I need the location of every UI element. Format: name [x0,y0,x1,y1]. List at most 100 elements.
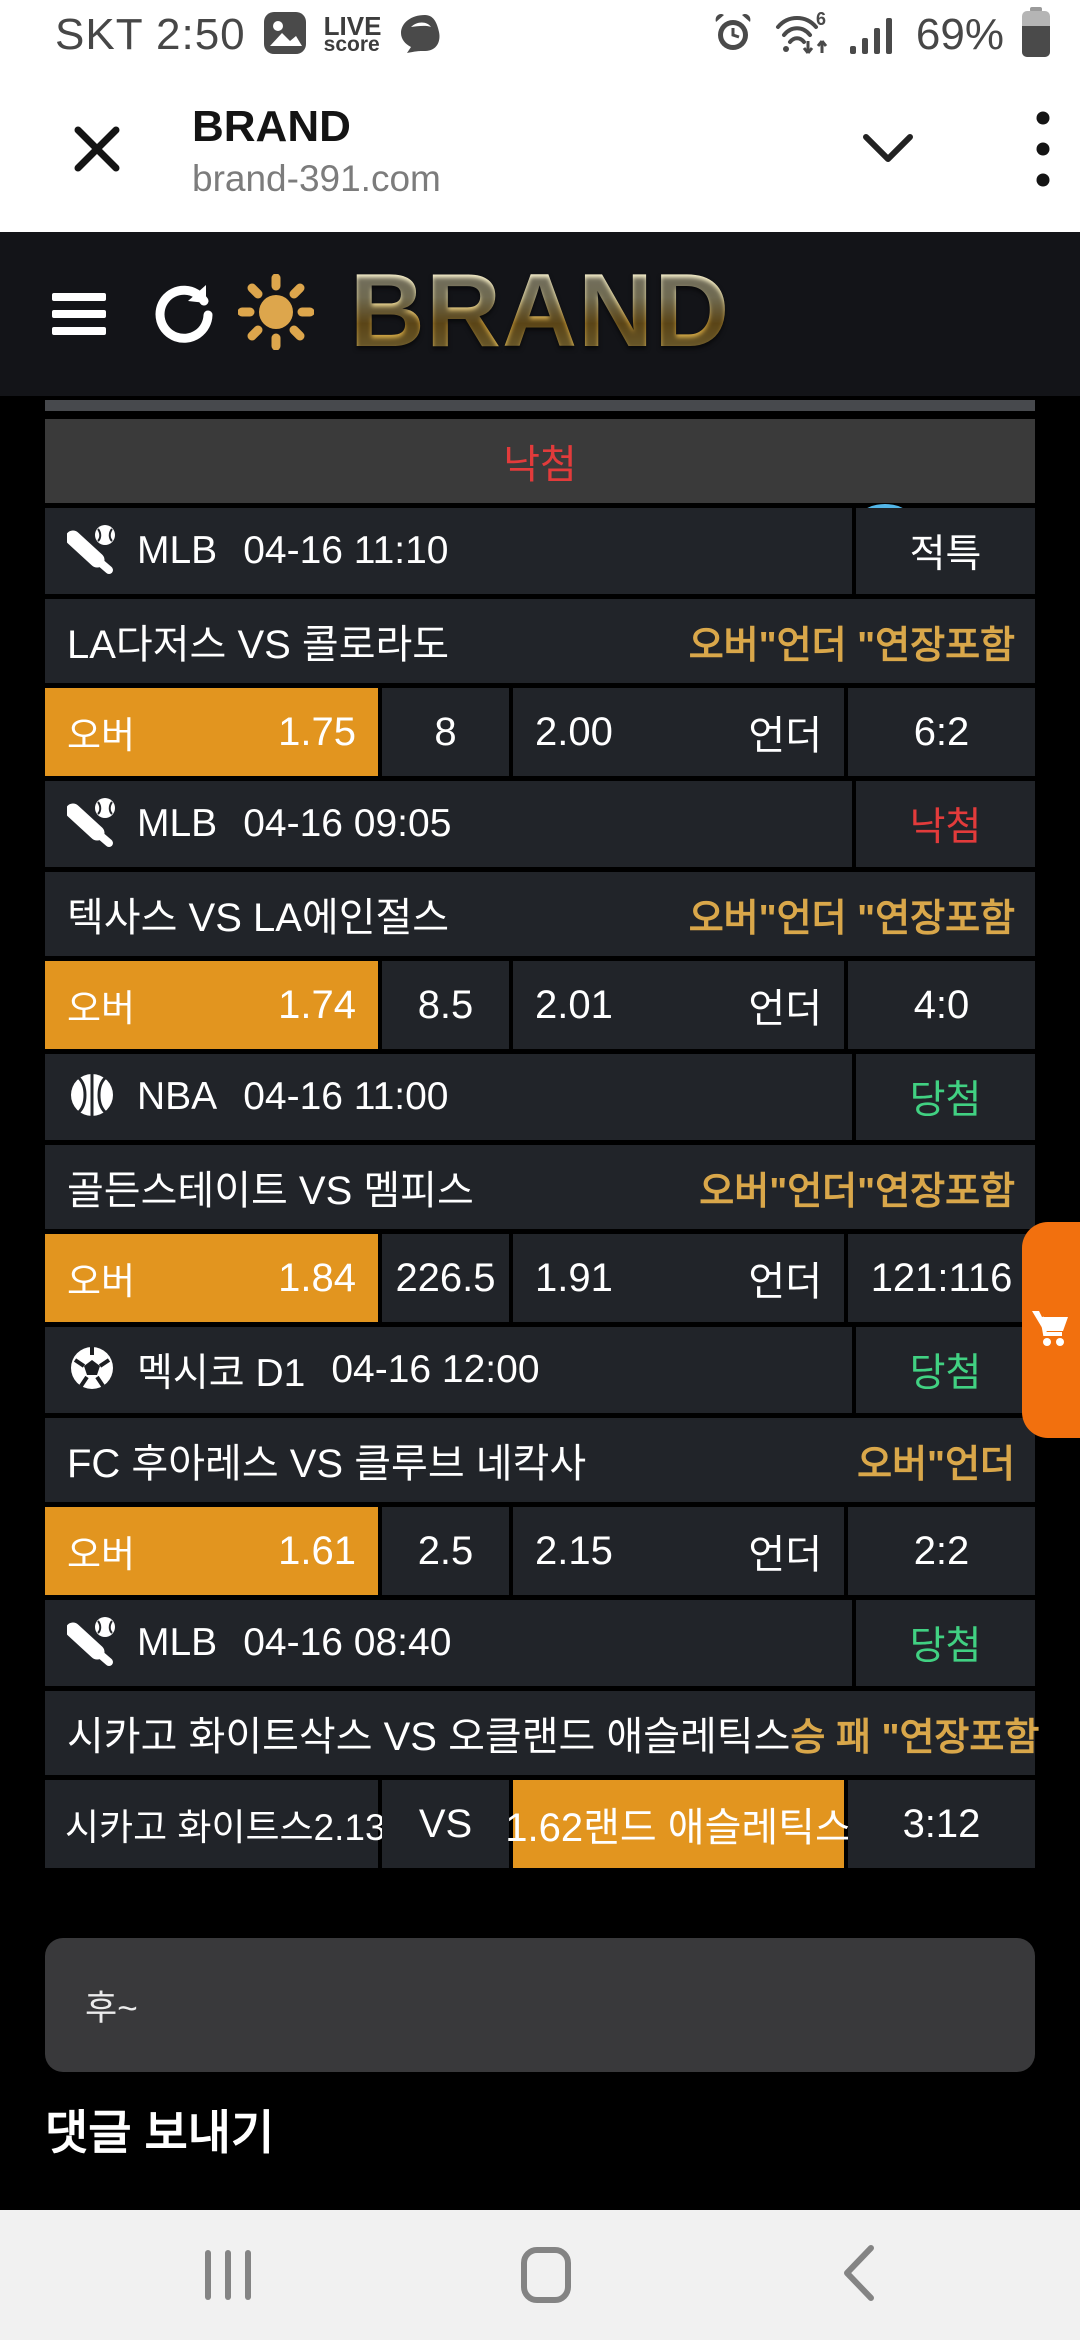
home-cell[interactable]: 시카고 화이트스2.13 [45,1780,386,1868]
image-notification-icon [262,10,308,61]
match-datetime: 04-16 11:10 [243,529,449,572]
refresh-icon[interactable] [154,281,216,348]
score-cell: 3:12 [848,1780,1035,1868]
pick-side-label: 오버 [67,988,136,1029]
match-teams: 골든스테이트 VS 멤피스 [67,1169,474,1213]
match-meta-row: MLB 04-16 11:10 적특 [45,508,1035,594]
alarm-icon [710,10,756,61]
brightness-icon[interactable] [237,273,315,355]
match-datetime: 04-16 09:05 [243,802,452,845]
bet-cart-tab[interactable] [1022,1222,1080,1438]
market-label: 오버"언더 "연장포함 [688,624,1015,667]
match-meta-row: 멕시코 D1 04-16 12:00 당첨 [45,1327,1035,1413]
line-cell[interactable]: 8 [382,688,513,776]
baseball-icon [65,797,117,852]
score-value: 4:0 [913,982,970,1027]
pick-over-cell[interactable]: 오버 1.84 [45,1234,382,1322]
comment-input[interactable]: 후~ [45,1938,1035,2072]
browser-header: BRAND brand-391.com [0,70,1080,232]
match-meta-main: MLB 04-16 11:10 [45,508,856,594]
baseball-icon [65,1616,117,1671]
score-cell: 6:2 [848,688,1035,776]
match-title-row: FC 후아레스 VS 클루브 네칵사 오버"언더 [45,1418,1035,1502]
match-datetime: 04-16 11:00 [243,1075,449,1118]
score-cell: 4:0 [848,961,1035,1049]
pick-odds-value: 1.75 [278,709,356,754]
pick-over-cell[interactable]: 오버 1.75 [45,688,382,776]
market-label: 오버"언더 "연장포함 [688,897,1015,940]
league-label: NBA [137,1075,218,1118]
match-meta-row: MLB 04-16 09:05 낙첨 [45,781,1035,867]
back-button[interactable] [841,2244,875,2307]
other-side-label: 언더 [748,714,822,758]
line-cell[interactable]: 226.5 [382,1234,513,1322]
page-title: BRAND [192,102,351,151]
score-value: 2:2 [913,1528,970,1573]
table-top-strip [45,400,1035,411]
away-pick-button[interactable]: 1.62랜드 애슬레틱스 [505,1780,852,1868]
under-cell[interactable]: 1.91 언더 [513,1234,848,1322]
basketball-icon [67,1070,117,1125]
away-cell[interactable]: 1.62랜드 애슬레틱스 [505,1780,852,1868]
match-title-row: 시카고 화이트삭스 VS 오클랜드 애슬레틱스 승 패 "연장포함 [45,1691,1039,1775]
send-comment-button[interactable]: 댓글 보내기 [45,2106,275,2159]
under-cell[interactable]: 2.15 언더 [513,1507,848,1595]
carrier-time: SKT 2:50 [55,10,246,59]
match-teams: LA다저스 VS 콜로라도 [67,623,450,667]
line-value: 8.5 [417,982,474,1027]
match-meta-main: 멕시코 D1 04-16 12:00 [45,1327,856,1413]
match-datetime: 04-16 08:40 [243,1621,452,1664]
under-cell[interactable]: 2.01 언더 [513,961,848,1049]
kebab-menu-icon[interactable] [1036,110,1050,193]
other-side-label: 언더 [748,1260,822,1304]
chevron-down-icon[interactable] [860,131,916,172]
home-label: 시카고 화이트스2.13 [65,1807,386,1848]
page-url: brand-391.com [192,158,441,199]
close-icon[interactable] [70,122,124,181]
app-header: BRAND [0,232,1080,588]
odds-row: 오버 1.75 8 2.00 언더 6:2 [45,688,1035,776]
signal-icon [848,10,900,61]
vs-label: VS [418,1801,473,1846]
bet-history-table: 낙첨 MLB 04-16 11:10 적특 LA다저스 VS 콜로라도 오버"언더 "연… [45,400,1039,1873]
line-cell[interactable]: 2.5 [382,1507,513,1595]
bet-status-header: 낙첨 [45,419,1035,503]
pick-side-label: 오버 [67,1534,136,1575]
market-label: 오버"언더"연장포함 [699,1170,1015,1213]
score-cell: 121:116 [848,1234,1035,1322]
line-cell[interactable]: 8.5 [382,961,513,1049]
other-side-label: 언더 [748,987,822,1031]
chat-notification-icon [397,13,441,58]
under-cell[interactable]: 2.00 언더 [513,688,848,776]
other-odds-value: 2.01 [535,982,613,1027]
score-value: 3:12 [902,1801,981,1846]
other-odds-value: 2.00 [535,709,613,754]
bet-result-badge: 당첨 [909,1079,982,1122]
match-meta-main: MLB 04-16 08:40 [45,1600,856,1686]
match-meta-main: NBA 04-16 11:00 [45,1054,856,1140]
line-value: 2.5 [417,1528,474,1573]
pick-side-label: 오버 [67,715,136,756]
score-value: 6:2 [913,709,970,754]
recents-button[interactable] [205,2250,251,2300]
brand-logo: BRAND [349,253,731,370]
soccer-icon [67,1343,117,1398]
bet-result-badge: 당첨 [909,1625,982,1668]
match-datetime: 04-16 12:00 [331,1348,540,1391]
menu-icon[interactable] [52,293,106,335]
match-meta-row: MLB 04-16 08:40 당첨 [45,1600,1035,1686]
bet-result-badge: 적특 [909,533,982,576]
pick-odds-value: 1.61 [278,1528,356,1573]
match-title-row: LA다저스 VS 콜로라도 오버"언더 "연장포함 [45,599,1035,683]
home-button[interactable] [521,2247,571,2303]
score-cell: 2:2 [848,1507,1035,1595]
line-value: 226.5 [395,1255,496,1300]
cart-icon [1030,1307,1072,1354]
vs-cell: VS [382,1780,513,1868]
pick-over-cell[interactable]: 오버 1.61 [45,1507,382,1595]
score-value: 121:116 [870,1255,1013,1300]
battery-percent: 69% [915,10,1004,59]
pick-over-cell[interactable]: 오버 1.74 [45,961,382,1049]
other-odds-value: 2.15 [535,1528,613,1573]
